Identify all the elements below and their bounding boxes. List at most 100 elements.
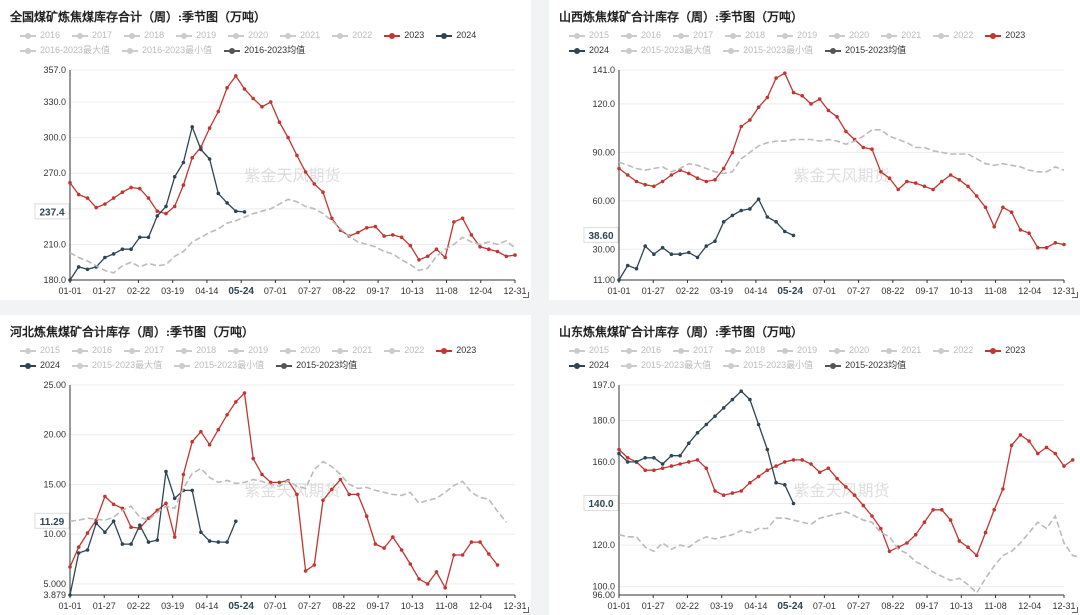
data-point-2023[interactable] xyxy=(391,535,395,539)
data-point-2024[interactable] xyxy=(234,209,238,213)
data-point-2024[interactable] xyxy=(791,501,796,506)
legend-item-2021[interactable]: 2021 xyxy=(280,28,320,43)
data-point-2023[interactable] xyxy=(513,253,517,257)
data-point-2023[interactable] xyxy=(216,109,221,114)
data-point-2023[interactable] xyxy=(330,487,334,492)
data-point-2023[interactable] xyxy=(234,400,238,404)
data-point-2023[interactable] xyxy=(138,186,142,191)
data-point-2024[interactable] xyxy=(216,191,221,196)
data-point-2023[interactable] xyxy=(364,514,369,518)
data-point-2023[interactable] xyxy=(277,480,282,485)
data-point-2023[interactable] xyxy=(408,562,413,566)
data-point-2023[interactable] xyxy=(922,184,927,189)
data-point-2024[interactable] xyxy=(713,414,717,418)
data-point-2023[interactable] xyxy=(704,179,709,184)
data-point-2023[interactable] xyxy=(434,570,439,574)
data-point-2023[interactable] xyxy=(242,391,247,395)
data-point-2023[interactable] xyxy=(905,541,909,545)
data-point-2023[interactable] xyxy=(129,185,133,190)
data-point-2024[interactable] xyxy=(120,247,125,251)
data-point-2023[interactable] xyxy=(303,170,308,174)
data-point-2023[interactable] xyxy=(286,135,290,140)
data-point-2023[interactable] xyxy=(765,468,770,472)
data-point-2023[interactable] xyxy=(721,166,726,171)
data-point-2024[interactable] xyxy=(207,157,212,161)
data-point-2023[interactable] xyxy=(957,539,962,543)
legend-item-2022[interactable]: 2022 xyxy=(332,28,372,43)
data-point-2024[interactable] xyxy=(704,244,709,248)
data-point-2024[interactable] xyxy=(713,239,717,243)
data-point-2024[interactable] xyxy=(138,235,142,240)
data-point-2023[interactable] xyxy=(1009,443,1014,448)
data-point-2023[interactable] xyxy=(242,87,247,91)
data-point-2023[interactable] xyxy=(1070,458,1075,462)
legend-item-2015-2023[interactable]: 2015-2023最小值 xyxy=(723,43,813,58)
data-point-2023[interactable] xyxy=(469,233,474,237)
data-point-2023[interactable] xyxy=(1018,228,1023,232)
data-point-2024[interactable] xyxy=(120,542,125,546)
legend-item-2024[interactable]: 2024 xyxy=(569,43,609,58)
legend-item-2015-2023[interactable]: 2015-2023均值 xyxy=(825,43,906,58)
data-point-2023[interactable] xyxy=(983,530,988,535)
data-point-2023[interactable] xyxy=(687,460,691,464)
data-point-2024[interactable] xyxy=(68,593,72,597)
data-point-2023[interactable] xyxy=(373,224,378,229)
data-point-2023[interactable] xyxy=(373,542,378,546)
data-point-2023[interactable] xyxy=(504,254,509,259)
data-point-2023[interactable] xyxy=(1062,242,1066,247)
data-point-2023[interactable] xyxy=(382,546,386,550)
chart-legend[interactable]: 2015 2016 2017 2018 2019 2020 2021 2022 2023 2024… xyxy=(569,343,1069,373)
data-point-2023[interactable] xyxy=(966,545,970,549)
data-point-2023[interactable] xyxy=(687,171,691,176)
data-point-2023[interactable] xyxy=(164,501,168,506)
data-point-2024[interactable] xyxy=(678,252,682,256)
data-point-2023[interactable] xyxy=(251,456,255,461)
data-point-2023[interactable] xyxy=(992,508,996,512)
data-point-2024[interactable] xyxy=(111,519,116,523)
data-point-2023[interactable] xyxy=(312,182,317,186)
data-point-2023[interactable] xyxy=(713,178,717,182)
legend-item-2016-2023[interactable]: 2016-2023最小值 xyxy=(122,43,212,58)
data-point-2023[interactable] xyxy=(1009,210,1014,214)
data-point-2023[interactable] xyxy=(748,480,752,485)
data-point-2023[interactable] xyxy=(835,115,839,119)
data-point-2023[interactable] xyxy=(216,427,221,432)
data-point-2023[interactable] xyxy=(756,105,761,109)
data-point-2023[interactable] xyxy=(852,493,857,497)
data-point-2023[interactable] xyxy=(887,176,892,180)
data-point-2024[interactable] xyxy=(660,245,665,250)
data-point-2023[interactable] xyxy=(1036,245,1040,250)
data-point-2023[interactable] xyxy=(783,71,787,75)
data-point-2023[interactable] xyxy=(957,178,962,182)
data-point-2023[interactable] xyxy=(460,216,465,221)
legend-item-2019[interactable]: 2019 xyxy=(777,343,817,358)
data-point-2024[interactable] xyxy=(76,551,81,555)
data-point-2023[interactable] xyxy=(800,458,804,462)
data-point-2023[interactable] xyxy=(382,234,386,238)
legend-item-2023[interactable]: 2023 xyxy=(384,28,424,43)
data-point-2023[interactable] xyxy=(85,531,90,535)
data-point-2024[interactable] xyxy=(199,147,203,152)
data-point-2023[interactable] xyxy=(434,247,439,251)
data-point-2024[interactable] xyxy=(190,488,194,493)
data-point-2023[interactable] xyxy=(321,498,325,503)
legend-item-2015[interactable]: 2015 xyxy=(569,343,609,358)
legend-item-2015-2023[interactable]: 2015-2023最大值 xyxy=(621,43,711,58)
data-point-2023[interactable] xyxy=(399,548,404,552)
data-point-2024[interactable] xyxy=(617,278,621,282)
data-point-2024[interactable] xyxy=(225,540,229,544)
data-point-2023[interactable] xyxy=(408,243,413,248)
data-point-2024[interactable] xyxy=(155,214,160,218)
data-point-2023[interactable] xyxy=(643,182,647,187)
data-point-2023[interactable] xyxy=(295,492,299,497)
data-point-2023[interactable] xyxy=(487,247,491,251)
legend-item-2021[interactable]: 2021 xyxy=(881,28,921,43)
data-point-2023[interactable] xyxy=(68,180,72,185)
data-point-2023[interactable] xyxy=(268,100,273,104)
data-point-2023[interactable] xyxy=(76,545,81,549)
data-point-2023[interactable] xyxy=(774,76,778,80)
data-point-2023[interactable] xyxy=(905,179,909,184)
data-point-2024[interactable] xyxy=(748,207,752,211)
data-point-2023[interactable] xyxy=(164,211,168,216)
data-point-2023[interactable] xyxy=(861,503,866,508)
